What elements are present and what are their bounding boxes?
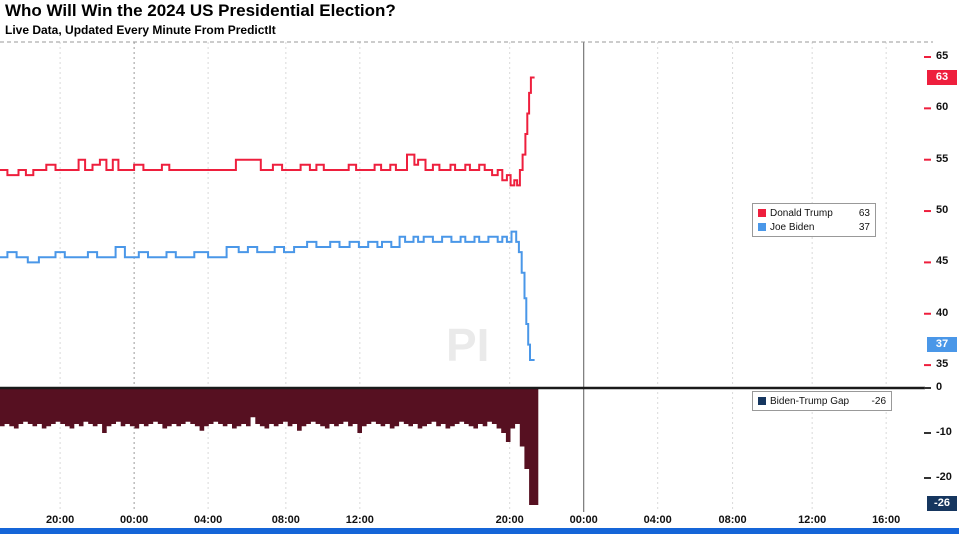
- legend-item-gap: Biden-Trump Gap -26: [758, 394, 886, 408]
- legend-main: Donald Trump 63 Joe Biden 37: [752, 203, 876, 237]
- legend-label-gap: Biden-Trump Gap: [770, 395, 850, 407]
- legend-gap: Biden-Trump Gap -26: [752, 391, 892, 411]
- legend-label-biden: Joe Biden: [770, 221, 815, 233]
- bottom-accent-bar: [0, 528, 959, 534]
- legend-item-biden: Joe Biden 37: [758, 220, 870, 234]
- badge-biden: 37: [927, 337, 957, 353]
- legend-value-gap: -26: [871, 395, 886, 407]
- chart-title: Who Will Win the 2024 US Presidential El…: [5, 1, 396, 20]
- legend-label-trump: Donald Trump: [770, 207, 833, 219]
- badge-trump: 63: [927, 70, 957, 86]
- gap-series-swatch-icon: [758, 397, 766, 405]
- badge-gap: -26: [927, 496, 957, 511]
- watermark: PI: [446, 319, 490, 371]
- legend-value-trump: 63: [858, 207, 870, 219]
- chart-subtitle: Live Data, Updated Every Minute From Pre…: [5, 23, 276, 37]
- biden-series-swatch-icon: [758, 223, 766, 231]
- legend-value-biden: 37: [858, 221, 870, 233]
- trump-series-swatch-icon: [758, 209, 766, 217]
- legend-item-trump: Donald Trump 63: [758, 206, 870, 220]
